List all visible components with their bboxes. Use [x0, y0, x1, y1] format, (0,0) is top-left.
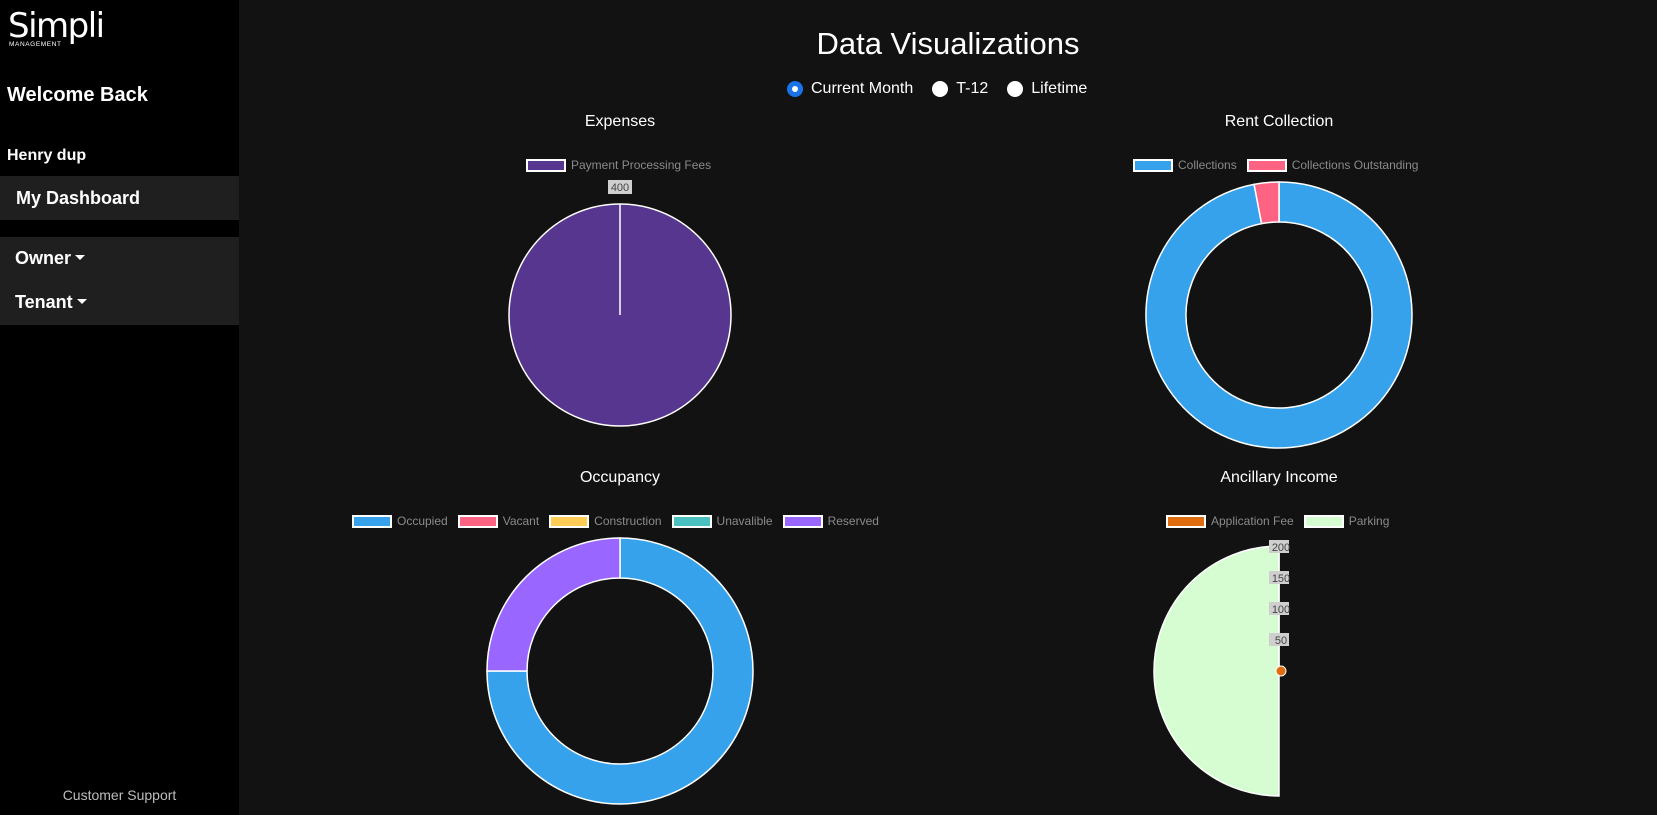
- legend-expenses: Payment Processing Fees: [526, 158, 721, 172]
- legend-label: Parking: [1348, 514, 1390, 528]
- legend-swatch: [671, 514, 712, 528]
- radio-indicator[interactable]: [1007, 81, 1024, 97]
- customer-support-link[interactable]: Customer Support: [62, 787, 177, 803]
- chart-slice: [486, 537, 754, 805]
- legend-ancillary-income: Application Fee Parking: [1166, 514, 1399, 528]
- radio-label: T-12: [956, 80, 989, 97]
- legend-swatch: [1133, 158, 1173, 172]
- radio-label: Current Month: [811, 80, 914, 97]
- chevron-down-icon: [75, 255, 86, 260]
- nav-owner-label: Owner: [15, 248, 72, 268]
- chart-slice: [1145, 181, 1413, 449]
- simpli-logo[interactable]: Simpli MANAGEMENT: [8, 6, 118, 52]
- chevron-down-icon: [76, 299, 87, 304]
- legend-label: Unavalible: [716, 514, 773, 528]
- chart-title-occupancy: Occupancy: [579, 469, 661, 486]
- data-label-box: [1269, 602, 1289, 615]
- legend-label: Collections Outstanding: [1291, 158, 1419, 172]
- radio-indicator[interactable]: [787, 81, 803, 97]
- data-label: 50: [1275, 635, 1287, 647]
- chart-title-expenses: Expenses: [584, 113, 656, 130]
- data-label-box: [1269, 633, 1289, 646]
- legend-item[interactable]: Reserved: [782, 514, 879, 528]
- nav-my-dashboard[interactable]: My Dashboard: [0, 176, 239, 220]
- period-radio-group: Current Month T-12 Lifetime: [787, 78, 1106, 100]
- chart-title-ancillary-income: Ancillary Income: [1220, 469, 1338, 486]
- radio-lifetime[interactable]: Lifetime: [1007, 80, 1087, 98]
- legend-swatch: [1246, 158, 1287, 172]
- legend-swatch: [782, 514, 823, 528]
- chart-slice: [486, 537, 621, 672]
- data-label: 100: [1272, 604, 1290, 616]
- radio-indicator[interactable]: [932, 81, 949, 97]
- chart-point: [1275, 665, 1287, 677]
- chart-title-rent-collection: Rent Collection: [1224, 113, 1334, 130]
- welcome-heading: Welcome Back: [7, 84, 148, 106]
- data-label-box: [1269, 571, 1289, 584]
- legend-item[interactable]: Unavalible: [671, 514, 773, 528]
- legend-swatch: [1303, 514, 1344, 528]
- sidebar: Simpli MANAGEMENT Welcome Back Henry dup…: [0, 0, 239, 815]
- logo-wordmark: Simpli: [8, 6, 105, 46]
- legend-item[interactable]: Construction: [549, 514, 662, 528]
- legend-label: Reserved: [827, 514, 879, 528]
- nav-tenant-label: Tenant: [15, 292, 73, 312]
- legend-label: Application Fee: [1211, 514, 1294, 528]
- nav-group: Owner Tenant: [0, 237, 239, 325]
- legend-item[interactable]: Application Fee: [1166, 514, 1294, 528]
- radio-t12[interactable]: T-12: [932, 80, 988, 98]
- legend-item[interactable]: Payment Processing Fees: [526, 158, 711, 172]
- legend-label: Occupied: [397, 514, 448, 528]
- radio-label: Lifetime: [1031, 80, 1088, 97]
- legend-item[interactable]: Collections Outstanding: [1246, 158, 1419, 172]
- chart-slice: [1253, 181, 1280, 225]
- page-title: Data Visualizations: [816, 26, 1080, 61]
- legend-label: Collections: [1178, 158, 1237, 172]
- legend-rent-collection: Collections Collections Outstanding: [1133, 158, 1428, 172]
- legend-item[interactable]: Occupied: [352, 514, 448, 528]
- legend-swatch: [526, 158, 566, 172]
- legend-occupancy: Occupied Vacant Construction Unavalible …: [352, 514, 889, 528]
- data-label: 400: [611, 182, 629, 194]
- legend-swatch: [457, 514, 498, 528]
- data-label-box: [608, 180, 632, 194]
- legend-label: Construction: [594, 514, 662, 528]
- data-label: 150: [1272, 573, 1290, 585]
- user-name: Henry dup: [7, 147, 87, 164]
- nav-owner-dropdown[interactable]: Owner: [15, 248, 86, 268]
- legend-swatch: [1166, 514, 1206, 528]
- logo-subtitle: MANAGEMENT: [9, 41, 62, 48]
- legend-label: Vacant: [502, 514, 540, 528]
- legend-swatch: [549, 514, 590, 528]
- legend-item[interactable]: Vacant: [457, 514, 540, 528]
- legend-label: Payment Processing Fees: [571, 158, 712, 172]
- radio-current-month[interactable]: Current Month: [787, 80, 913, 98]
- legend-item[interactable]: Collections: [1133, 158, 1237, 172]
- nav-tenant-dropdown[interactable]: Tenant: [15, 292, 87, 312]
- data-label: 200: [1272, 542, 1290, 554]
- data-label-box: [1269, 540, 1289, 553]
- chart-slice: [1153, 545, 1280, 797]
- legend-item[interactable]: Parking: [1303, 514, 1390, 528]
- legend-swatch: [352, 514, 392, 528]
